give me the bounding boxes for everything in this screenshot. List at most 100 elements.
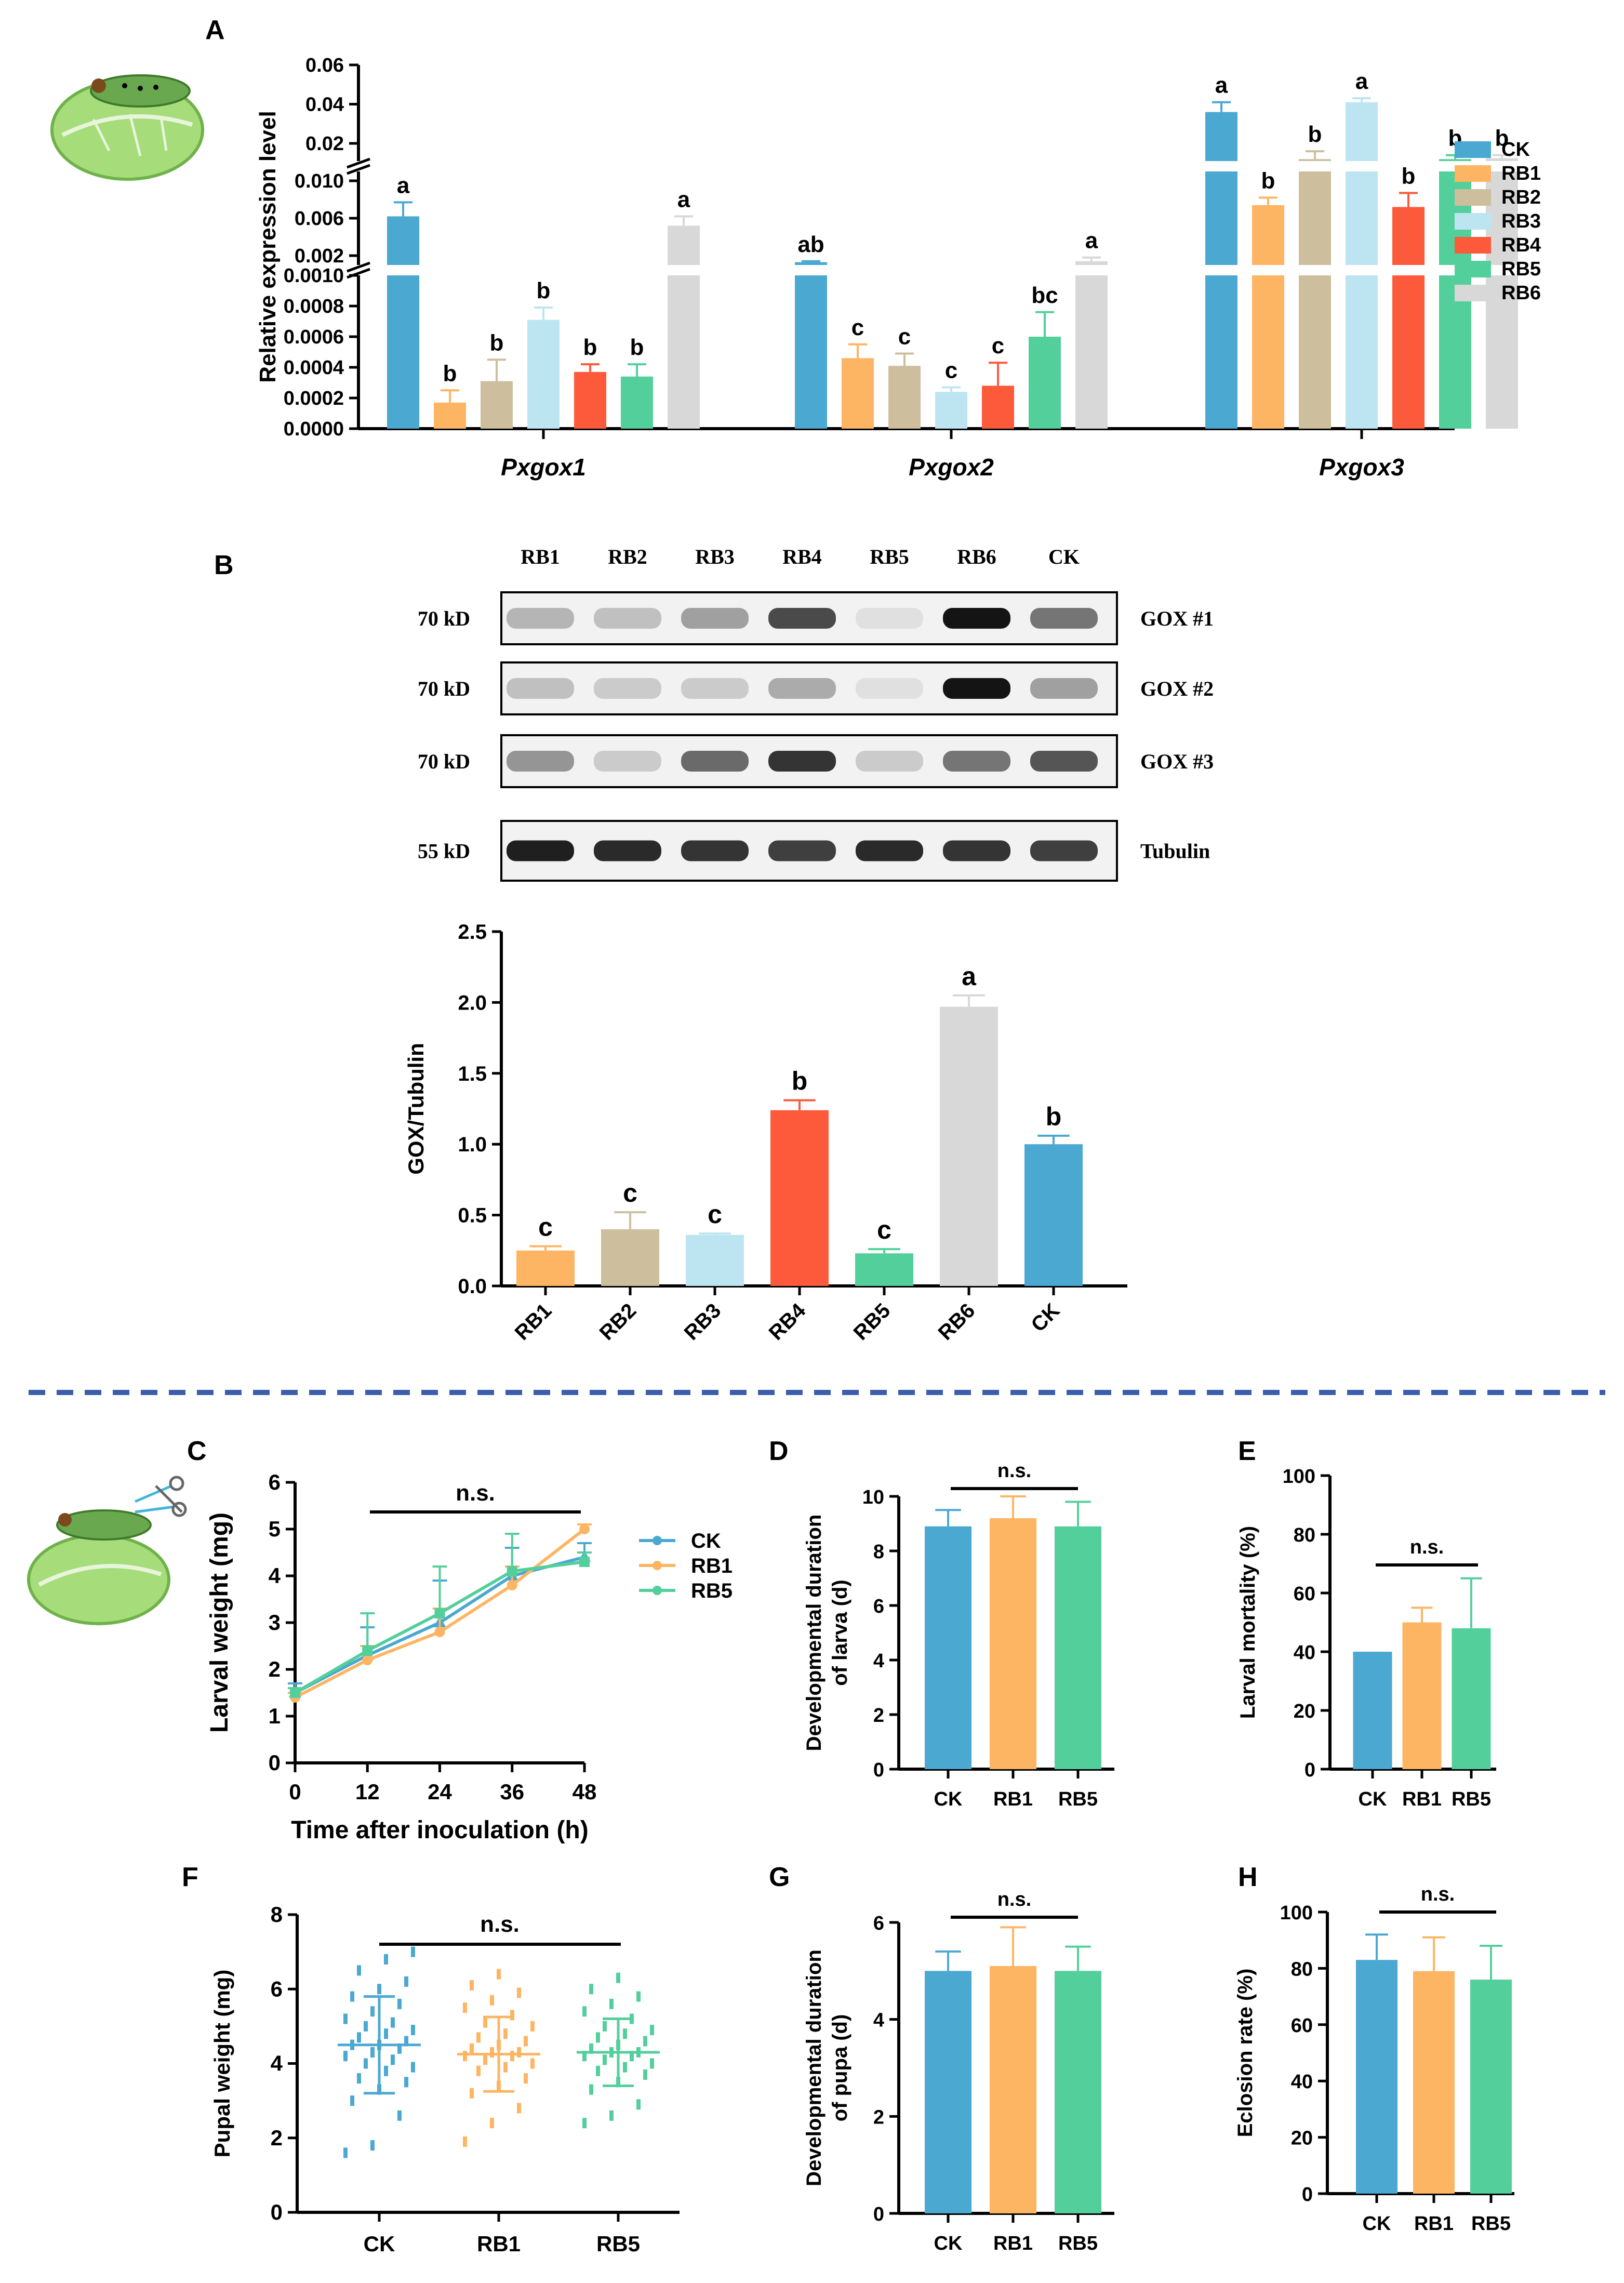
y-tick-label: 0 [1302,2184,1313,2206]
x-category-label: RB5 [1058,2233,1098,2254]
data-point-ck [357,1965,361,1976]
chart-panel-d-larva-duration: 0 2 4 6 8 10 Developmental duration of larva (d… [803,1460,1114,1810]
data-point-ck [350,1991,354,2002]
data-point-rb5 [609,1998,614,2009]
bar-ck [1205,275,1237,429]
legend-label-rb5: RB5 [1501,258,1541,280]
significance-letter: b [443,361,457,386]
significance-letter: c [992,333,1004,359]
data-point-rb1 [503,2028,508,2039]
data-point-ck [404,2077,408,2088]
blot-band [594,678,661,699]
y-tick-label: 0.002 [295,245,344,267]
blot-lane-label: CK [1048,545,1080,568]
data-point-ck [397,2110,402,2121]
blot-band [1030,678,1098,699]
x-category-label: RB4 [765,1299,810,1345]
bar-ck [795,275,827,429]
data-point-ck [397,1998,402,2009]
ns-label: n.s. [480,1912,520,1937]
blot-band [507,751,574,772]
y-tick-label: 80 [1291,1958,1313,1980]
bar-ck [1205,112,1237,161]
y-axis-title: Larval weight (mg) [206,1512,233,1733]
data-point-ck [370,2140,375,2151]
bar-rb6 [1486,171,1518,265]
axis-break-mark [347,268,370,279]
legend-label-rb3: RB3 [1501,210,1541,232]
data-point-rb1 [497,1969,501,1980]
chart-panel-b-gox-tubulin: 0.0 0.5 1.0 1.5 2.0 2.5 GOX/Tubulin RB1 c RB2 c RB3… [404,921,1127,1345]
x-category-label: RB3 [680,1299,726,1345]
data-point-rb5 [623,2062,627,2073]
y-tick-label: 2.5 [458,921,487,944]
legend-label-rb4: RB4 [1501,234,1541,256]
y-tick-label: 0 [873,2204,884,2225]
y-tick-label: 0.006 [295,208,344,230]
y-tick-label: 0.5 [458,1204,487,1227]
y-tick-label: 3 [269,1610,281,1635]
data-point-ck [357,2073,361,2084]
point-rb1 [362,1655,373,1665]
data-point-ck [357,2032,361,2043]
data-point-ck [411,2025,415,2036]
blot-lane-label: RB3 [695,545,735,568]
significance-letter: bc [1031,283,1058,308]
y-axis-title: Pupal weight (mg) [210,1970,234,2158]
panel-label-h: H [1238,1862,1258,1892]
y-tick-label: 5 [269,1517,281,1541]
y-axis-title-line: Developmental duration [803,1949,826,2186]
y-tick-label: 2 [873,1705,884,1727]
data-point-rb5 [609,2110,614,2121]
blot-lane-label: RB5 [870,545,909,568]
bar-rb2 [601,1229,659,1286]
data-point-rb5 [582,2118,587,2129]
panel-label-g: G [769,1862,790,1892]
chart-panel-a-expression: 0.00000.00020.00040.00060.00080.00100.00… [255,55,1541,481]
data-point-rb5 [589,2084,593,2095]
blot-band [943,751,1010,772]
significance-letter: b [792,1067,808,1096]
y-axis-title: Relative expression level [255,111,281,382]
bar-rb3 [527,320,560,429]
data-point-rb1 [463,2136,467,2147]
blot-band [768,751,836,772]
data-point-ck [404,1976,408,1987]
y-tick-label: 0.0008 [284,296,344,317]
bar-rb1 [516,1250,575,1286]
blot-band [507,608,574,629]
y-tick-label: 20 [1291,2128,1313,2149]
y-tick-label: 80 [1294,1524,1315,1546]
y-tick-label: 0.0004 [284,357,344,379]
legend-marker-rb5 [653,1586,662,1595]
x-category-label: RB5 [849,1299,895,1345]
y-tick-label: 100 [1280,1902,1313,1924]
blot-band [681,751,749,772]
data-point-rb1 [470,1980,474,1991]
legend-swatch-rb1 [1455,165,1491,182]
data-point-rb1 [470,2088,474,2099]
axis-break-mark [347,157,370,169]
legend-marker-ck [653,1536,662,1545]
bar-rb6 [1075,261,1108,265]
bar-rb4 [574,371,606,429]
blot-band [768,840,836,861]
y-axis-title-line: of larva (d) [829,1579,851,1685]
data-point-rb5 [636,1991,641,2002]
y-tick-label: 0 [1304,1759,1315,1781]
bar-rb1 [1252,275,1284,429]
blot-band [856,678,923,699]
x-category-label: RB1 [511,1299,556,1345]
x-category-label: RB5 [1452,1788,1491,1810]
y-tick-label: 0.06 [305,55,344,76]
bar-ck [795,262,827,265]
significance-letter: b [1308,122,1322,147]
y-axis-title-line: of pupa (d) [829,2014,851,2122]
y-tick-label: 0 [269,1750,281,1775]
data-point-rb1 [530,2058,535,2069]
y-tick-label: 0.04 [305,94,344,116]
y-tick-label: 0.0006 [284,326,344,348]
data-point-rb5 [596,2065,600,2076]
x-category-label: RB1 [1414,2213,1454,2235]
point-rb5 [362,1645,373,1656]
